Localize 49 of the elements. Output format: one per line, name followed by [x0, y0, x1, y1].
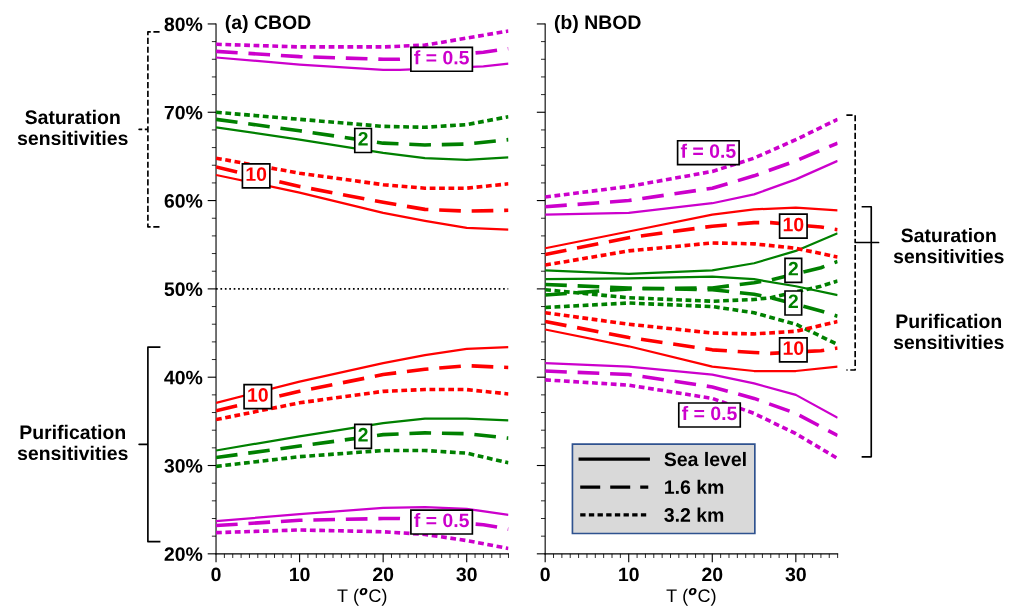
annotation: 2 — [358, 427, 368, 442]
legend-label: 3.2 km — [664, 507, 724, 522]
annotation: 10 — [783, 217, 804, 232]
annotation: f = 0.5 — [414, 512, 469, 528]
x-tick-label: 0 — [540, 567, 550, 582]
line-series — [216, 417, 509, 452]
y-tick-label: 20% — [164, 547, 203, 562]
line-series — [216, 110, 509, 130]
x-axis-title: T ($^{o}$C) — [666, 587, 716, 606]
x-tick-label: 20 — [702, 567, 723, 582]
annotation: 2 — [788, 261, 798, 276]
text: Purification sensitivities — [17, 424, 128, 461]
chart-title: (a) CBOD — [225, 14, 311, 34]
line-series — [216, 156, 509, 191]
annotation: 10 — [248, 388, 268, 402]
annotation: f = 0.5 — [680, 143, 736, 158]
line-series — [216, 387, 509, 422]
line-series — [216, 126, 509, 162]
x-axis-title: T ($^{o}$C) — [337, 587, 387, 606]
legend-label: 1.6 km — [665, 479, 724, 495]
y-tick-label: 50% — [164, 282, 203, 297]
x-tick-label: 10 — [619, 567, 639, 582]
y-tick-label: 80% — [164, 17, 203, 32]
annotation: f = 0.5 — [414, 50, 469, 65]
annotation: 10 — [783, 341, 804, 356]
x-tick-label: 30 — [456, 567, 477, 582]
annotation: 2 — [788, 294, 798, 309]
text: Purification sensitivities — [893, 313, 1004, 350]
line-series — [216, 346, 509, 404]
chart-title: (b) NBOD — [554, 14, 641, 34]
annotation: 2 — [358, 131, 368, 146]
x-tick-label: 10 — [290, 567, 310, 582]
line-series — [216, 165, 509, 213]
annotation: 10 — [246, 167, 267, 182]
x-tick-label: 20 — [373, 567, 394, 582]
line-series — [216, 448, 509, 469]
annotation: f = 0.5 — [682, 405, 737, 421]
x-tick-label: 30 — [785, 567, 806, 582]
y-tick-label: 70% — [164, 105, 203, 120]
text: Saturation sensitivities — [17, 109, 128, 146]
y-tick-label: 60% — [164, 194, 203, 208]
line-series — [216, 528, 509, 551]
legend-label: Sea level — [664, 451, 746, 467]
y-tick-label: 40% — [164, 370, 203, 385]
y-tick-label: 30% — [164, 458, 203, 473]
line-series — [216, 363, 509, 413]
text: Saturation sensitivities — [893, 228, 1004, 264]
x-tick-label: 0 — [211, 567, 221, 582]
line-series — [216, 117, 509, 147]
